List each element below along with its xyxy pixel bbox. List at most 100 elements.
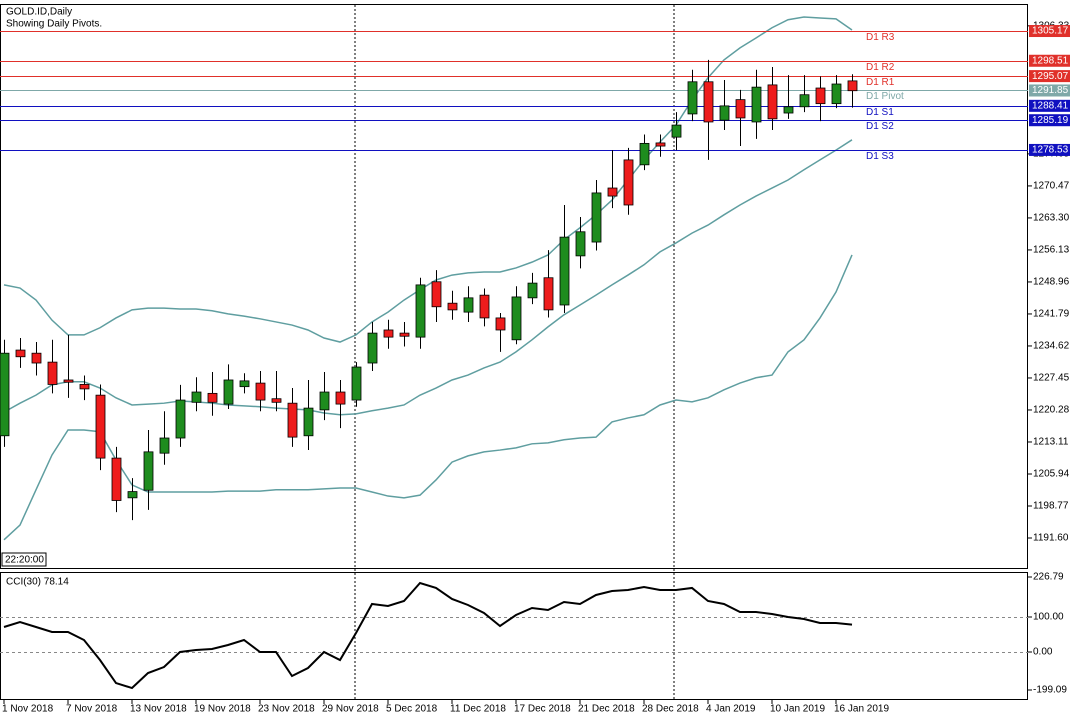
x-tick-label: 11 Dec 2018 <box>450 704 506 715</box>
candle-body <box>191 391 202 403</box>
candle-body <box>143 451 154 491</box>
pivot-label: D1 Pivot <box>866 91 904 102</box>
y-tick-label: 1234.62 <box>1033 341 1070 352</box>
time-label: 22:20:00 <box>5 555 44 566</box>
candle-body <box>543 277 554 311</box>
candle-body <box>15 349 26 358</box>
y-tick-label: 1191.60 <box>1033 533 1069 544</box>
x-tick-label: 4 Jan 2019 <box>706 704 756 715</box>
y-tick-label: 226.79 <box>1033 572 1064 583</box>
candle-body <box>511 296 522 341</box>
price-box <box>1029 25 1070 38</box>
x-tick-label: 29 Nov 2018 <box>322 704 379 715</box>
candle-body <box>0 352 10 437</box>
candle-body <box>639 142 650 166</box>
candle-body <box>783 106 794 114</box>
candle-body <box>351 366 362 401</box>
y-tick-label: 1213.11 <box>1033 437 1069 448</box>
candle-body <box>623 159 634 206</box>
cci-pane <box>0 572 1028 700</box>
pivot-label: D1 R3 <box>866 32 895 43</box>
y-tick-label: 100.00 <box>1033 612 1064 623</box>
candle-body <box>847 80 858 92</box>
x-tick-label: 17 Dec 2018 <box>514 704 571 715</box>
y-tick-label: 1263.30 <box>1033 213 1070 224</box>
price-box-label: 1278.53 <box>1032 145 1069 156</box>
candle-body <box>399 332 410 337</box>
pivot-label: D1 R1 <box>866 77 895 88</box>
candle-body <box>287 402 298 438</box>
main-plot: D1 R3 D1 R2 D1 R1 D1 Pivot D1 S1 D1 S2 D1 S3 <box>0 16 1028 541</box>
candle-body <box>431 281 442 308</box>
y-tick-label: -199.09 <box>1033 685 1067 696</box>
bollinger-band <box>3 254 853 541</box>
x-tick-label: 13 Nov 2018 <box>130 704 187 715</box>
price-box <box>1029 99 1070 112</box>
y-tick-label: 1220.28 <box>1033 405 1070 416</box>
candle-body <box>703 81 714 123</box>
candle-body <box>303 407 314 437</box>
price-box-label: 1288.41 <box>1032 100 1069 111</box>
pivot-label: D1 S2 <box>866 121 894 132</box>
y-tick-label: 1227.45 <box>1033 373 1070 384</box>
x-tick-label: 7 Nov 2018 <box>66 704 118 715</box>
x-tick-label: 5 Dec 2018 <box>386 704 438 715</box>
candle-body <box>383 329 394 338</box>
axes: 1306.331277.651270.471263.301256.131248.… <box>2 20 1070 715</box>
price-box-label: 1298.51 <box>1032 55 1069 66</box>
price-box-label: 1305.17 <box>1032 26 1069 37</box>
candle-body <box>671 124 682 138</box>
y-tick-label: 1205.94 <box>1033 469 1070 480</box>
indicator-title: CCI(30) 78.14 <box>6 577 69 588</box>
pivot-label: D1 S1 <box>866 107 894 118</box>
candle-body <box>159 437 170 454</box>
chart-title: GOLD.ID,Daily <box>6 7 72 18</box>
candle-body <box>815 87 826 105</box>
candle-body <box>719 105 730 121</box>
candle-body <box>687 81 698 115</box>
x-tick-label: 10 Jan 2019 <box>770 704 825 715</box>
price-box-label: 1291.85 <box>1032 85 1069 96</box>
candle-body <box>735 99 746 119</box>
price-box <box>1029 70 1070 83</box>
price-box-label: 1285.19 <box>1032 115 1069 126</box>
candle-body <box>463 297 474 313</box>
price-box <box>1029 84 1070 97</box>
price-box-label: 1295.07 <box>1032 71 1069 82</box>
candle-body <box>799 94 810 108</box>
main-pane <box>0 4 1028 569</box>
candle-body <box>223 379 234 405</box>
y-tick-label: 1241.79 <box>1033 309 1070 320</box>
y-tick-label: 1198.77 <box>1033 501 1069 512</box>
pivot-label: D1 S3 <box>866 151 894 162</box>
candle-body <box>111 457 122 501</box>
candle-body <box>239 380 250 388</box>
candle-body <box>63 379 74 383</box>
pivot-label: D1 R2 <box>866 62 895 73</box>
candle-body <box>591 192 602 243</box>
candle-body <box>127 491 138 499</box>
candle-body <box>367 332 378 364</box>
candle-body <box>655 142 666 147</box>
x-tick-label: 21 Dec 2018 <box>578 704 635 715</box>
candle-body <box>447 302 458 311</box>
cci-line <box>3 581 853 690</box>
x-tick-label: 16 Jan 2019 <box>834 704 889 715</box>
candle-body <box>175 399 186 439</box>
price-box <box>1029 54 1070 67</box>
y-tick-label: 1270.47 <box>1033 181 1070 192</box>
candle-body <box>479 294 490 319</box>
candle-body <box>575 231 586 257</box>
x-tick-label: 23 Nov 2018 <box>258 704 315 715</box>
candle-body <box>31 352 42 364</box>
y-tick-label: 1256.13 <box>1033 245 1070 256</box>
candle-body <box>415 284 426 338</box>
x-tick-label: 1 Nov 2018 <box>2 704 54 715</box>
candle-body <box>831 83 842 105</box>
x-tick-label: 19 Nov 2018 <box>194 704 251 715</box>
candle-body <box>751 86 762 123</box>
chart-subtitle: Showing Daily Pivots. <box>6 19 102 30</box>
